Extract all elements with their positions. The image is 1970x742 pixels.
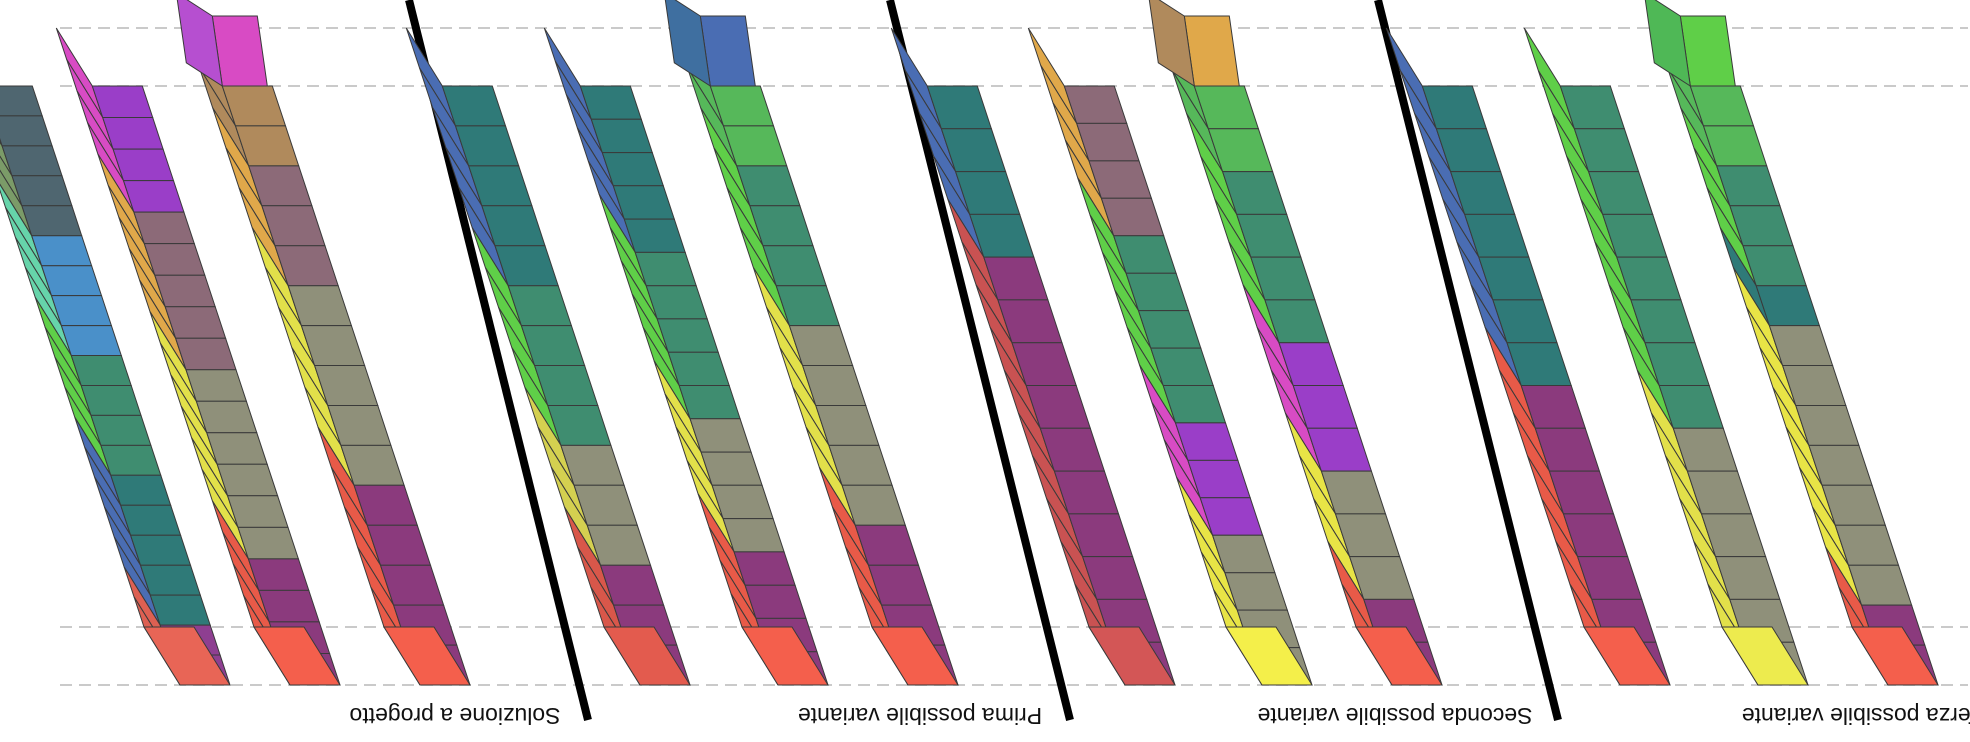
block-front: [141, 565, 201, 595]
block-front: [745, 585, 806, 618]
block-front: [712, 485, 773, 518]
block-front: [176, 338, 236, 370]
block-front: [81, 386, 141, 416]
block-front: [131, 535, 191, 565]
block-front: [259, 590, 319, 622]
captions: Soluzione a progetto Prima possibile var…: [350, 703, 1970, 729]
block-front: [103, 118, 163, 150]
block-front: [0, 86, 42, 116]
block-side: [1028, 28, 1076, 123]
caption-soluzione: Soluzione a progetto: [350, 703, 561, 729]
block-front: [144, 244, 205, 276]
block-front: [734, 552, 795, 585]
block-front: [52, 296, 112, 326]
block-front: [646, 286, 707, 319]
block-front: [701, 452, 762, 485]
block-side: [56, 28, 102, 118]
block-front: [613, 186, 674, 219]
panels: [0, 0, 1938, 685]
block-front: [624, 219, 685, 252]
block-tower-side: [1148, 0, 1194, 86]
block-front: [61, 326, 121, 356]
block-tower-side: [176, 0, 222, 86]
block-front: [101, 445, 161, 475]
building-column: [406, 28, 690, 685]
panel-2: [406, 0, 958, 685]
block-front: [580, 86, 641, 119]
block-front: [150, 595, 210, 625]
caption-prima: Prima possibile variante: [798, 703, 1042, 729]
block-front: [602, 153, 663, 186]
block-front: [0, 116, 52, 146]
block-front: [2, 146, 62, 176]
block-front: [635, 252, 696, 285]
block-front: [591, 119, 652, 152]
caption-terza: Terza possibile variante: [1742, 703, 1970, 729]
block-front: [22, 206, 82, 236]
block-front: [32, 236, 92, 266]
block-front: [248, 559, 308, 591]
block-front: [113, 149, 173, 181]
caption-seconda: Seconda possibile variante: [1258, 703, 1533, 729]
block-front: [121, 505, 181, 535]
block-front: [217, 464, 277, 496]
block-front: [679, 386, 740, 419]
block-front: [238, 527, 298, 559]
block-front: [668, 352, 729, 385]
panel-4: [1386, 0, 1938, 685]
block-front: [690, 419, 751, 452]
block-side: [544, 28, 591, 119]
block-front: [42, 266, 102, 296]
block-front: [71, 356, 131, 386]
block-side: [1524, 28, 1574, 129]
block-front: [207, 433, 267, 465]
block-front: [186, 370, 246, 402]
block-front: [723, 519, 784, 552]
block-front: [111, 475, 171, 505]
block-front: [657, 319, 718, 352]
block-side: [406, 28, 455, 126]
block-front: [12, 176, 72, 206]
block-front: [196, 401, 256, 433]
block-front: [155, 275, 215, 307]
block-front: [165, 307, 225, 339]
block-front: [228, 496, 288, 528]
block-front: [92, 86, 152, 118]
block-front: [91, 415, 151, 445]
block-front: [134, 212, 194, 244]
block-tower-side: [1644, 0, 1690, 86]
block-front: [124, 181, 184, 213]
panel-1: [0, 0, 470, 685]
block-tower-side: [664, 0, 710, 86]
